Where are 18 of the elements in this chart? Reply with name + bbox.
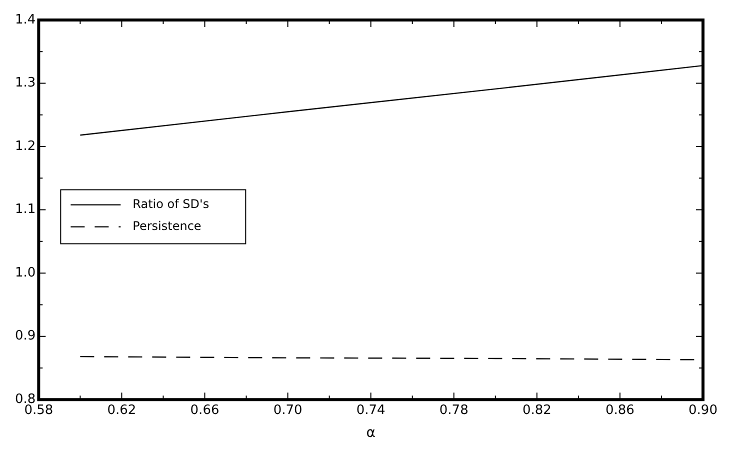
x-axis-title: α [366,425,376,442]
legend-label: Persistence [132,218,202,233]
x-tick-label: 0.66 [190,402,220,418]
y-tick-label: 1.1 [14,202,36,218]
x-tick-label: 0.58 [24,402,54,418]
x-tick-label: 0.62 [107,402,136,418]
x-tick-label: 0.74 [356,402,386,418]
y-tick-label: 0.9 [14,328,36,344]
x-tick-label: 0.86 [605,402,634,418]
legend-label: Ratio of SD's [132,196,210,211]
y-tick-label: 1.3 [14,76,36,91]
y-tick-label: 1.4 [14,12,36,28]
y-tick-label: 1.2 [14,138,36,154]
text: 1.0 [14,265,36,280]
x-tick-label: 0.82 [522,402,552,418]
x-tick-label: 0.78 [439,402,468,418]
text: 0.90 [688,402,718,418]
text: 0.70 [273,402,302,418]
